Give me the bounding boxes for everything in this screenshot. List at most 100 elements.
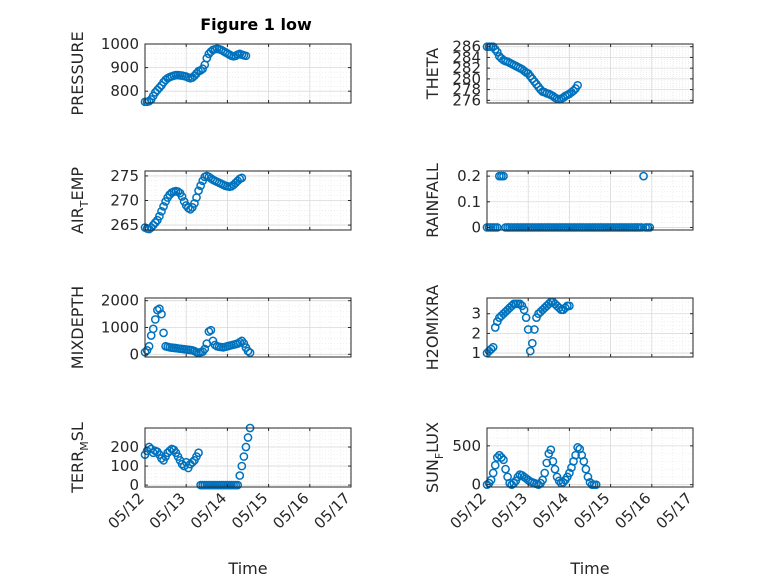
data-point [196,181,205,191]
y-tick-label: 100 [110,457,139,475]
data-point [548,457,558,466]
y-tick-label: 280 [452,70,481,88]
y-tick-label: 0 [471,218,481,236]
data-point [245,348,255,358]
data-point [159,202,168,211]
series-h2omixra [482,297,574,358]
data-point [583,472,593,482]
data-point [155,211,164,221]
y-tick-label: 800 [110,82,139,100]
subplot-airtemp: 265 270 275 AIRTEMP [68,167,352,234]
x-tick-label: 05/12 [105,489,148,532]
data-point [155,304,164,314]
data-point [571,450,580,460]
data-point [243,346,253,356]
y-tick-label: 2 [471,324,481,342]
data-point [591,480,601,490]
data-point [581,464,591,474]
data-point [540,468,550,478]
y-tick-label: 278 [452,81,481,99]
y-tick-label: 275 [110,167,139,185]
x-tick-label: 05/16 [269,489,312,532]
data-point [497,453,506,462]
data-point [554,303,564,313]
x-tick-label: 05/17 [653,489,696,532]
data-point [144,96,154,106]
x-tick-label: 05/15 [570,489,613,532]
axes-box [486,297,694,358]
data-point [513,472,523,482]
data-point [181,457,191,467]
x-tick-label: 05/14 [529,489,572,532]
data-point [639,171,648,181]
x-axis-label: Time [227,559,267,578]
axes-box [486,43,694,104]
x-tick-label: 05/13 [488,489,531,532]
series-airtemp [140,171,247,234]
data-point [486,344,496,354]
series-mixdepth [140,304,255,358]
y-tick-label: 0 [129,476,139,494]
x-tick-label: 05/15 [228,489,271,532]
x-axis-label: Time [569,559,609,578]
y-tick-label: 282 [452,59,481,77]
data-point [239,452,249,461]
data-point [206,325,216,335]
minor-grid [487,428,693,487]
data-point [157,206,166,216]
y-tick-label: 1 [471,344,481,362]
y-tick-label: 2000 [101,292,139,310]
y-tick-label: 1000 [101,319,139,337]
data-point [177,459,187,469]
data-point [243,433,253,442]
data-point [499,171,508,181]
y-axis-label: H2OMIXRA [423,285,442,371]
y-axis-label: THETA [423,48,442,100]
data-point [565,468,574,478]
subplot-rainfall: 0 0.1 0.2 RAINFALL [423,163,694,238]
y-tick-label: 1000 [101,35,139,53]
data-point [558,477,568,487]
data-point [525,346,535,356]
x-tick-label: 05/13 [146,489,189,532]
y-tick-label: 500 [452,437,481,455]
y-tick-label: 0 [129,345,139,363]
subplot-mixdepth: 0 1000 2000 MIXDEPTH [68,286,352,369]
data-point [515,299,525,309]
data-point [544,299,554,309]
minor-grid [487,44,693,103]
data-point [150,218,160,227]
y-axis-label: RAINFALL [423,163,442,238]
data-point [150,315,160,324]
data-point [546,445,556,455]
data-point [565,301,574,311]
data-point [579,457,589,466]
axes-box [486,170,694,231]
data-point [521,313,531,323]
data-point [237,173,247,183]
data-point [185,205,195,214]
subplot-h2omixra: 1 23 H2OMIXRA [423,285,694,371]
data-point [241,51,251,61]
data-point [490,460,500,470]
data-point [194,448,203,458]
data-point [637,223,646,232]
data-point [492,223,502,232]
data-point [554,476,564,486]
y-axis-label: AIRTEMP [68,167,91,234]
y-tick-label: 0.1 [457,193,481,211]
data-point [573,80,582,90]
y-tick-label: 270 [110,192,139,210]
data-point [488,342,498,352]
data-point [241,442,251,452]
data-point [519,305,529,315]
data-point [148,324,158,334]
series-rainfall [482,171,655,232]
y-axis-label: MIXDEPTH [68,286,87,369]
x-tick-label: 05/14 [187,489,230,532]
axes-box [486,427,694,488]
data-point [488,468,498,478]
